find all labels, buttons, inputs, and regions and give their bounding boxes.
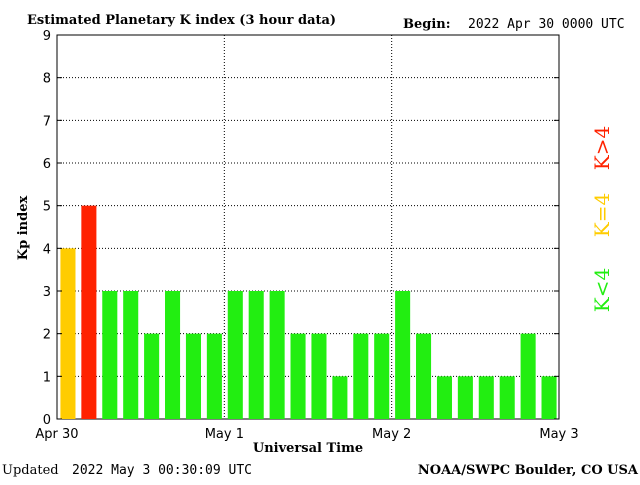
kp-bar [206, 333, 222, 419]
y-tick-label: 7 [43, 114, 51, 129]
updated-label: Updated [2, 463, 59, 478]
x-tick-label: May 1 [205, 427, 244, 442]
kp-bar [374, 333, 390, 419]
kp-bar [81, 205, 97, 419]
grid-layer [57, 35, 559, 419]
y-tick-layer: 0 1 2 3 4 5 6 7 8 9 [43, 29, 559, 428]
kp-bar [60, 248, 76, 419]
begin-value: 2022 Apr 30 0000 UTC [468, 17, 625, 32]
y-tick-label: 0 [43, 413, 51, 428]
kp-bar [499, 376, 515, 419]
kp-bar [165, 291, 181, 419]
plot-frame [56, 34, 560, 420]
legend-k-less-4: K<4 [590, 268, 614, 312]
kp-bar [102, 291, 118, 419]
kp-bar [123, 291, 139, 419]
legend-k-equal-4: K=4 [590, 193, 614, 237]
kp-bar [353, 333, 369, 419]
kp-bar [290, 333, 306, 419]
y-tick-label: 5 [43, 200, 51, 215]
updated-value: 2022 May 3 00:30:09 UTC [72, 463, 252, 478]
y-tick-label: 8 [43, 72, 51, 87]
kp-bar [269, 291, 285, 419]
y-tick-label: 6 [43, 157, 51, 172]
kp-bar [311, 333, 327, 419]
y-tick-label: 1 [43, 370, 51, 385]
kp-bar [227, 291, 243, 419]
bar-layer [60, 205, 557, 419]
kp-bar [478, 376, 494, 419]
kp-bar [395, 291, 411, 419]
kp-bar [332, 376, 348, 419]
kp-bar [436, 376, 452, 419]
y-tick-label: 3 [43, 285, 51, 300]
x-tick-label: Apr 30 [35, 427, 78, 442]
y-tick-label: 4 [43, 242, 51, 257]
x-tick-label: May 3 [539, 427, 578, 442]
kp-bar [185, 333, 201, 419]
kp-bar [144, 333, 160, 419]
x-tick-layer: Apr 30 May 1 May 2 May 3 [35, 427, 578, 442]
begin-label: Begin: [403, 17, 451, 32]
source-credit: NOAA/SWPC Boulder, CO USA [418, 463, 639, 478]
y-axis-label: Kp index [16, 196, 31, 261]
x-axis-label: Universal Time [253, 441, 363, 456]
legend-k-greater-4: K>4 [590, 126, 614, 170]
kp-bar [248, 291, 264, 419]
y-tick-label: 2 [43, 328, 51, 343]
kp-bar [520, 333, 536, 419]
y-tick-label: 9 [43, 29, 51, 44]
kp-bar [416, 333, 432, 419]
kp-bar [457, 376, 473, 419]
kp-bar [541, 376, 557, 419]
chart-title: Estimated Planetary K index (3 hour data… [27, 13, 336, 28]
x-tick-label: May 2 [372, 427, 411, 442]
